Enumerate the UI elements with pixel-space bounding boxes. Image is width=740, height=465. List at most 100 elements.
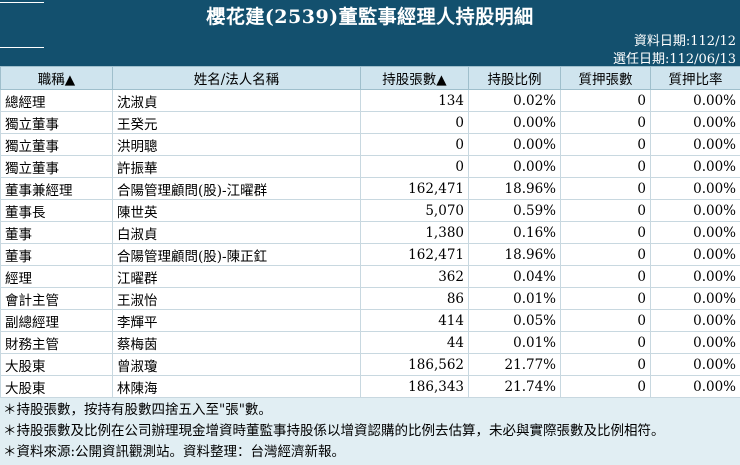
cell-name: 李輝平 (113, 310, 361, 332)
cell-pledge-ratio: 0.00% (651, 376, 740, 398)
cell-ratio: 0.01% (469, 332, 561, 354)
cell-name: 沈淑貞 (113, 90, 361, 112)
table-header-row: 職稱▲ 姓名/法人名稱 持股張數▲ 持股比例 質押張數 質押比率 (1, 67, 740, 90)
cell-ratio: 21.74% (469, 376, 561, 398)
cell-pledged: 0 (561, 376, 651, 398)
cell-shares: 162,471 (361, 178, 469, 200)
cell-ratio: 0.04% (469, 266, 561, 288)
cell-shares: 134 (361, 90, 469, 112)
cell-title: 董事兼經理 (1, 178, 113, 200)
cell-shares: 0 (361, 112, 469, 134)
cell-title: 董事 (1, 222, 113, 244)
cell-shares: 86 (361, 288, 469, 310)
cell-ratio: 0.01% (469, 288, 561, 310)
cell-title: 董事 (1, 244, 113, 266)
cell-shares: 186,343 (361, 376, 469, 398)
header-rule-bottom (0, 47, 44, 48)
cell-ratio: 0.16% (469, 222, 561, 244)
footnotes: ＊持股張數，按持有股數四捨五入至"張"數。 ＊持股張數及比例在公司辦理現金增資時… (0, 398, 740, 465)
col-header-ratio: 持股比例 (469, 67, 561, 90)
cell-title: 經理 (1, 266, 113, 288)
footnote: ＊資料來源:公開資訊觀測站。資料整理：台灣經濟新報。 (3, 442, 737, 463)
cell-pledged: 0 (561, 222, 651, 244)
cell-pledge-ratio: 0.00% (651, 156, 740, 178)
cell-pledge-ratio: 0.00% (651, 200, 740, 222)
cell-name: 江曜群 (113, 266, 361, 288)
cell-title: 獨立董事 (1, 134, 113, 156)
cell-shares: 5,070 (361, 200, 469, 222)
cell-ratio: 0.00% (469, 156, 561, 178)
cell-pledge-ratio: 0.00% (651, 178, 740, 200)
cell-shares: 186,562 (361, 354, 469, 376)
elect-date: 選任日期:112/06/13 (613, 48, 736, 67)
cell-pledge-ratio: 0.00% (651, 354, 740, 376)
cell-ratio: 0.00% (469, 112, 561, 134)
cell-name: 許振華 (113, 156, 361, 178)
cell-pledge-ratio: 0.00% (651, 244, 740, 266)
cell-pledged: 0 (561, 90, 651, 112)
panel-header: 櫻花建(2539)董監事經理人持股明細 資料日期:112/12 選任日期:112… (0, 0, 740, 66)
cell-title: 總經理 (1, 90, 113, 112)
cell-name: 洪明聰 (113, 134, 361, 156)
cell-pledge-ratio: 0.00% (651, 222, 740, 244)
cell-ratio: 21.77% (469, 354, 561, 376)
cell-pledge-ratio: 0.00% (651, 310, 740, 332)
cell-pledge-ratio: 0.00% (651, 332, 740, 354)
cell-shares: 362 (361, 266, 469, 288)
cell-name: 林陳海 (113, 376, 361, 398)
cell-shares: 0 (361, 134, 469, 156)
cell-name: 合陽管理顧問(股)-江曜群 (113, 178, 361, 200)
col-header-title[interactable]: 職稱▲ (1, 67, 113, 90)
cell-title: 財務主管 (1, 332, 113, 354)
cell-pledged: 0 (561, 178, 651, 200)
cell-pledged: 0 (561, 134, 651, 156)
cell-title: 大股東 (1, 376, 113, 398)
cell-name: 王癸元 (113, 112, 361, 134)
cell-title: 獨立董事 (1, 112, 113, 134)
cell-title: 大股東 (1, 354, 113, 376)
footnote: ＊持股張數及比例在公司辦理現金增資時董監事持股係以增資認購的比例去估算，未必與實… (3, 421, 737, 442)
cell-pledge-ratio: 0.00% (651, 90, 740, 112)
cell-title: 副總經理 (1, 310, 113, 332)
cell-title: 董事長 (1, 200, 113, 222)
cell-name: 蔡梅茵 (113, 332, 361, 354)
cell-pledged: 0 (561, 266, 651, 288)
data-date: 資料日期:112/12 (634, 30, 736, 49)
cell-name: 王淑怡 (113, 288, 361, 310)
cell-ratio: 0.02% (469, 90, 561, 112)
cell-ratio: 18.96% (469, 178, 561, 200)
cell-pledged: 0 (561, 354, 651, 376)
cell-title: 會計主管 (1, 288, 113, 310)
cell-shares: 44 (361, 332, 469, 354)
cell-pledged: 0 (561, 112, 651, 134)
cell-shares: 162,471 (361, 244, 469, 266)
cell-pledge-ratio: 0.00% (651, 134, 740, 156)
cell-pledge-ratio: 0.00% (651, 288, 740, 310)
col-header-pledged: 質押張數 (561, 67, 651, 90)
col-header-shares[interactable]: 持股張數▲ (361, 67, 469, 90)
cell-name: 曾淑瓊 (113, 354, 361, 376)
cell-shares: 1,380 (361, 222, 469, 244)
cell-ratio: 0.05% (469, 310, 561, 332)
cell-pledged: 0 (561, 332, 651, 354)
cell-pledged: 0 (561, 244, 651, 266)
cell-shares: 414 (361, 310, 469, 332)
cell-ratio: 0.59% (469, 200, 561, 222)
col-header-name: 姓名/法人名稱 (113, 67, 361, 90)
footnote: ＊持股張數，按持有股數四捨五入至"張"數。 (3, 400, 737, 421)
cell-pledged: 0 (561, 200, 651, 222)
cell-name: 白淑貞 (113, 222, 361, 244)
cell-name: 陳世英 (113, 200, 361, 222)
